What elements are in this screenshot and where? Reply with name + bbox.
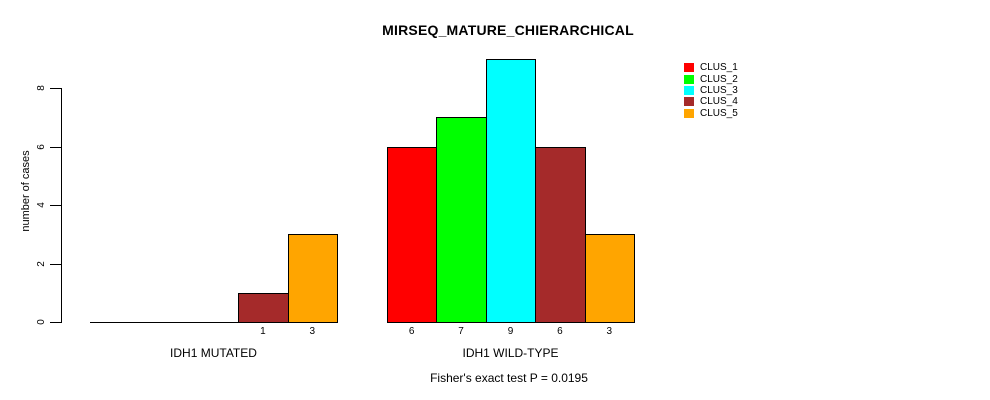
legend-swatch-icon xyxy=(684,74,694,84)
legend-item: CLUS_2 xyxy=(684,73,738,85)
legend-item: CLUS_1 xyxy=(684,62,738,73)
legend-label: CLUS_1 xyxy=(700,62,738,74)
bar-value-label: 3 xyxy=(606,326,613,337)
legend-label: CLUS_5 xyxy=(700,107,738,119)
y-tick-mark xyxy=(50,322,61,323)
legend: CLUS_1 CLUS_2 CLUS_3 CLUS_4 CLUS_5 xyxy=(684,62,738,119)
y-tick-label: 8 xyxy=(36,85,47,91)
legend-swatch-icon xyxy=(684,108,694,118)
y-tick-label: 0 xyxy=(36,319,47,325)
bar xyxy=(436,117,487,323)
y-axis-label: number of cases xyxy=(20,150,32,232)
bar xyxy=(535,146,586,323)
bar xyxy=(485,58,537,323)
bar xyxy=(287,234,338,323)
y-tick-label: 4 xyxy=(36,202,47,208)
y-tick-mark xyxy=(50,146,61,148)
y-tick-mark xyxy=(50,88,61,89)
legend-label: CLUS_3 xyxy=(700,84,738,96)
legend-item: CLUS_5 xyxy=(684,108,738,119)
bar xyxy=(387,146,438,323)
bar-value-label: 7 xyxy=(458,326,464,337)
y-tick-label: 2 xyxy=(36,260,47,267)
legend-label: CLUS_2 xyxy=(700,73,738,85)
y-tick-mark xyxy=(50,263,61,265)
bar-value-label: 6 xyxy=(408,326,415,337)
bar-value-label: 9 xyxy=(507,326,514,337)
y-tick-label: 6 xyxy=(36,143,47,150)
bar-value-label: 6 xyxy=(557,326,563,337)
y-axis-line xyxy=(61,88,62,323)
bar-value-label: 1 xyxy=(260,326,266,337)
legend-item: CLUS_3 xyxy=(684,85,738,96)
pvalue-annotation: Fisher's exact test P = 0.0195 xyxy=(430,371,588,385)
legend-swatch-icon xyxy=(684,63,694,73)
bar-value-label: 3 xyxy=(309,326,316,337)
chart-title: MIRSEQ_MATURE_CHIERARCHICAL xyxy=(382,22,634,38)
y-tick-mark xyxy=(50,205,61,206)
group-label-1: IDH1 MUTATED xyxy=(170,346,257,360)
legend-swatch-icon xyxy=(684,97,694,107)
group-baseline xyxy=(90,322,338,323)
group-label-2: IDH1 WILD-TYPE xyxy=(462,346,559,360)
bar xyxy=(584,234,635,323)
legend-label: CLUS_4 xyxy=(700,96,738,108)
legend-swatch-icon xyxy=(684,85,694,95)
legend-item: CLUS_4 xyxy=(684,96,738,107)
bar xyxy=(238,292,289,323)
